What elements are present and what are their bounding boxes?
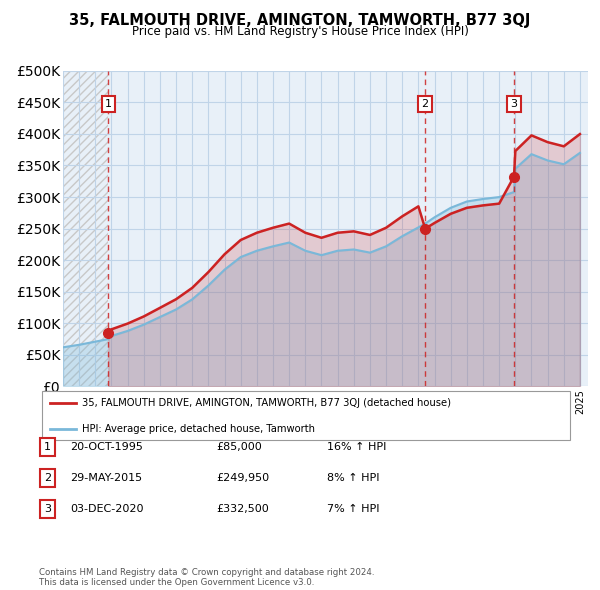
Text: 35, FALMOUTH DRIVE, AMINGTON, TAMWORTH, B77 3QJ: 35, FALMOUTH DRIVE, AMINGTON, TAMWORTH, … (70, 13, 530, 28)
FancyBboxPatch shape (42, 391, 570, 440)
Text: 7% ↑ HPI: 7% ↑ HPI (327, 504, 380, 514)
Text: 8% ↑ HPI: 8% ↑ HPI (327, 473, 380, 483)
Text: £85,000: £85,000 (216, 442, 262, 451)
Text: 2: 2 (422, 99, 429, 109)
Text: Contains HM Land Registry data © Crown copyright and database right 2024.
This d: Contains HM Land Registry data © Crown c… (39, 568, 374, 587)
FancyBboxPatch shape (40, 469, 55, 487)
Text: 29-MAY-2015: 29-MAY-2015 (70, 473, 142, 483)
Text: 20-OCT-1995: 20-OCT-1995 (70, 442, 143, 451)
Text: 03-DEC-2020: 03-DEC-2020 (70, 504, 144, 514)
Text: 2: 2 (44, 473, 51, 483)
Text: 1: 1 (105, 99, 112, 109)
Text: £332,500: £332,500 (216, 504, 269, 514)
Text: 35, FALMOUTH DRIVE, AMINGTON, TAMWORTH, B77 3QJ (detached house): 35, FALMOUTH DRIVE, AMINGTON, TAMWORTH, … (82, 398, 451, 408)
Text: 1: 1 (44, 442, 51, 451)
FancyBboxPatch shape (40, 438, 55, 455)
Text: HPI: Average price, detached house, Tamworth: HPI: Average price, detached house, Tamw… (82, 424, 314, 434)
Text: 16% ↑ HPI: 16% ↑ HPI (327, 442, 386, 451)
Text: Price paid vs. HM Land Registry's House Price Index (HPI): Price paid vs. HM Land Registry's House … (131, 25, 469, 38)
Text: 3: 3 (511, 99, 518, 109)
Text: 3: 3 (44, 504, 51, 514)
Text: £249,950: £249,950 (216, 473, 269, 483)
FancyBboxPatch shape (40, 500, 55, 518)
